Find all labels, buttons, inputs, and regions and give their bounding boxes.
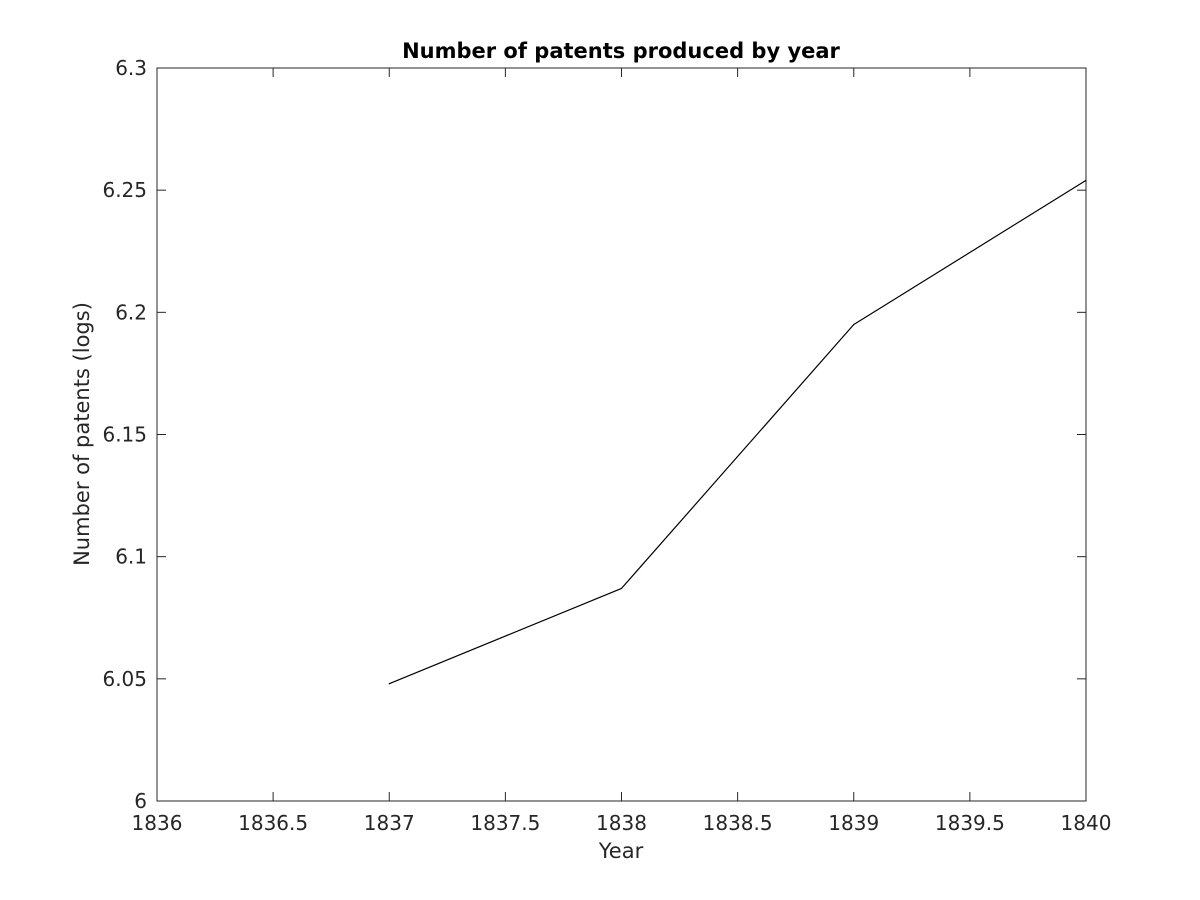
x-tick-label: 1838.5 [703,811,773,835]
x-axis-ticks: 1836 1836.5 1837 1837.5 1838 1838.5 1839 1839.5… [132,68,1112,835]
x-tick-label: 1840 [1061,811,1112,835]
y-tick-label: 6 [134,789,147,813]
y-axis-label: Number of patents (logs) [70,302,94,566]
y-tick-label: 6.3 [115,56,147,80]
x-tick-label: 1836 [132,811,183,835]
data-point [388,683,390,685]
x-axis-label: Year [598,839,644,863]
data-point [1085,179,1087,181]
y-tick-label: 6.15 [102,423,147,447]
x-tick-label: 1837.5 [470,811,540,835]
plot-area-frame [156,67,1087,802]
x-tick-label: 1838 [596,811,647,835]
y-axis-ticks: 6 6.05 6.1 6.15 6.2 6.25 6.3 [102,56,1086,813]
x-tick-label: 1839 [828,811,879,835]
data-point [853,323,855,326]
y-tick-label: 6.25 [102,178,147,202]
series-layer [388,179,1087,685]
y-tick-label: 6.2 [115,300,147,324]
series-line [389,179,1087,685]
x-tick-label: 1837 [364,811,415,835]
chart-title: Number of patents produced by year [402,39,840,63]
x-tick-label: 1839.5 [935,811,1005,835]
x-tick-label: 1836.5 [238,811,308,835]
y-tick-label: 6.05 [102,667,147,691]
y-tick-label: 6.1 [115,545,147,569]
data-point [620,587,623,590]
